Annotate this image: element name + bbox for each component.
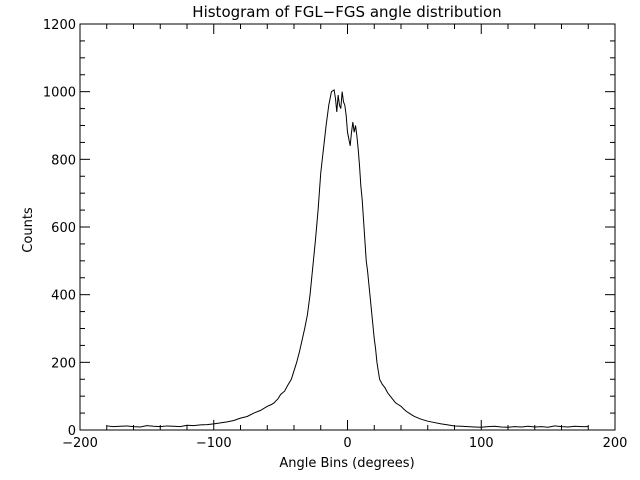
y-tick-label: 1200 bbox=[43, 18, 76, 33]
chart-title: Histogram of FGL−FGS angle distribution bbox=[192, 3, 501, 21]
y-tick-label: 0 bbox=[68, 424, 76, 439]
tick-labels: −200 −100 0 100 200 0 200 400 600 800 1000 1200 bbox=[43, 18, 628, 451]
x-tick-label: 100 bbox=[469, 436, 494, 451]
plot-frame bbox=[79, 23, 616, 431]
x-tick-label: 0 bbox=[343, 436, 351, 451]
y-tick-label: 800 bbox=[51, 153, 76, 168]
histogram-line bbox=[106, 89, 589, 428]
y-axis-label: Counts bbox=[21, 207, 36, 253]
x-tick-label: 200 bbox=[603, 436, 628, 451]
x-tick-label: −100 bbox=[196, 436, 232, 451]
y-tick-label: 1000 bbox=[43, 86, 76, 101]
axis-ticks bbox=[79, 23, 616, 431]
y-tick-label: 600 bbox=[51, 221, 76, 236]
x-tick-label: −200 bbox=[62, 436, 98, 451]
y-tick-label: 200 bbox=[51, 356, 76, 371]
x-axis-label: Angle Bins (degrees) bbox=[279, 456, 414, 471]
y-tick-label: 400 bbox=[51, 289, 76, 304]
